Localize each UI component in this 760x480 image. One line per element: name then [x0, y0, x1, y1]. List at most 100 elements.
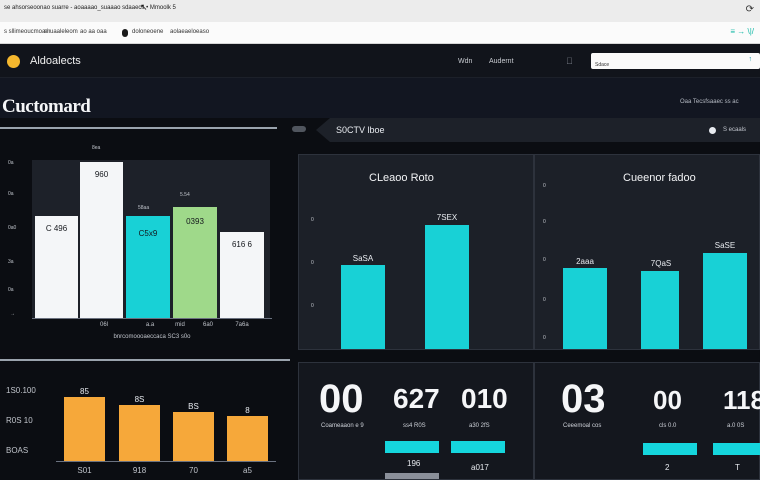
bar-3[interactable]: [126, 216, 170, 318]
panel-center: CLeaoo Roto 0 0 0 SaSA 7SEX: [298, 154, 534, 350]
bar-center-2[interactable]: [425, 225, 469, 349]
y-tick: 0: [311, 217, 314, 223]
bar-5-label: 616 6: [231, 240, 253, 249]
bookmark-4[interactable]: doloneoene: [132, 29, 164, 35]
kpi-pill: [385, 441, 439, 453]
panel-center-title: CLeaoo Roto: [369, 172, 434, 184]
extension-icons[interactable]: ≡ → \|/: [730, 27, 754, 36]
bar-orange-1[interactable]: [64, 397, 105, 461]
panel-left-bottom: 1S0.100 R0S 10 BOAS 85 8S BS 8 S01 918 7…: [0, 364, 290, 480]
y-tick-zero: →: [10, 311, 15, 317]
x-category: 70: [189, 466, 198, 475]
bookmark-5[interactable]: aolaeaeloeaso: [170, 29, 210, 35]
search-box[interactable]: ↑: [591, 53, 760, 73]
search-icon[interactable]: ↑: [748, 56, 753, 63]
bookmark-1[interactable]: s sllimeoucmoam: [4, 29, 51, 35]
x-category: a5: [243, 466, 252, 475]
apple-icon[interactable]: : [566, 56, 573, 66]
bar-orange-1-label: 85: [80, 387, 89, 396]
bar-2[interactable]: [80, 162, 123, 318]
bar-orange-4-label: 8: [245, 406, 250, 415]
filters-label[interactable]: Oaa Tecsfsaaec ss ac: [680, 99, 739, 105]
legend-label: S ecaals: [723, 127, 747, 133]
kpi-value: 03: [561, 377, 606, 421]
bar-1-label: C 496: [45, 224, 68, 233]
bookmarks-bar: s sllimeoucmoam si uaaleleom ao aa oaa d…: [0, 22, 760, 44]
brand-name[interactable]: Aldoalects: [30, 55, 81, 67]
y-tick: 0: [311, 260, 314, 266]
y-tick: 0a: [8, 287, 14, 293]
bar-1[interactable]: [35, 216, 78, 318]
bar-3-label: C5x9: [138, 229, 158, 238]
kpi-pill: [643, 443, 697, 455]
x-category: S01: [77, 466, 92, 475]
x-category: a.a: [145, 322, 155, 328]
bar-4[interactable]: [173, 207, 217, 318]
y-tick: 0: [543, 257, 546, 263]
brand-logo-icon[interactable]: [7, 55, 20, 68]
y-tick: 0a0: [8, 225, 17, 231]
x-category: 6a0: [202, 322, 213, 328]
kpi-value: 627: [393, 383, 440, 414]
x-category: 06l: [99, 322, 108, 328]
kpi-caption: cls 0.0: [659, 423, 677, 429]
kpi-pill-label: a017: [471, 463, 489, 472]
x-category: 7a6a: [235, 322, 249, 328]
chart-footer: bnrcomoooaeccaca SC3 s0o: [113, 334, 191, 340]
bar-right-3[interactable]: [703, 253, 747, 349]
bookmark-3[interactable]: ao aa oaa: [80, 29, 107, 35]
panel-right-top: Cueenor fadoo 0 0 0 0 0 2aaa 7QaS SaSE: [534, 154, 760, 350]
y-tick: 0: [543, 297, 546, 303]
browser-url-text[interactable]: se ahsorseoonao suarre - aoaaaao_suaaao …: [4, 5, 176, 11]
bar-right-3-label: SaSE: [714, 241, 736, 250]
reload-icon[interactable]: ⟳: [745, 4, 754, 15]
bar-center-1[interactable]: [341, 265, 385, 349]
kpi-value: 00: [653, 385, 682, 415]
title-band: [0, 78, 760, 118]
bookmark-favicon-icon: [122, 29, 128, 37]
bar-5[interactable]: [220, 232, 264, 318]
bookmark-2[interactable]: si uaaleleom: [44, 29, 78, 35]
bar-2-top-label: 8ea: [92, 145, 101, 151]
bar-right-1[interactable]: [563, 268, 607, 349]
title-underline: [0, 127, 277, 129]
bar-orange-3[interactable]: [173, 412, 214, 461]
x-category: 918: [132, 466, 147, 475]
page-title: Cuctomard: [2, 96, 91, 117]
mouse-cursor-icon: ↖: [140, 2, 148, 12]
kpi-value: 010: [461, 383, 508, 414]
bar-center-2-label: 7SEX: [436, 213, 458, 222]
tab-active-label: S0CTV lboe: [336, 125, 385, 135]
bar-right-2[interactable]: [641, 271, 679, 349]
nav-item-2[interactable]: Audernt: [489, 58, 514, 65]
bar-orange-4[interactable]: [227, 416, 268, 461]
y-tick: 0a: [8, 191, 14, 197]
bar-2-label: 960: [94, 170, 109, 179]
nav-item-1[interactable]: Wdn: [458, 58, 473, 65]
y-tick: 0: [311, 303, 314, 309]
kpi-pill: [713, 443, 760, 455]
browser-title-bar: se ahsorseoonao suarre - aoaaaao_suaaao …: [0, 0, 760, 22]
kpi-footer-bar: [385, 473, 439, 479]
kpi-value: 00: [319, 377, 364, 421]
x-category: mid: [175, 322, 185, 328]
kpi-pill-label: T: [735, 463, 740, 472]
search-input[interactable]: [591, 57, 741, 73]
kpi-pill: [451, 441, 505, 453]
panel-right-title: Cueenor fadoo: [623, 172, 696, 184]
panel-kpi-center: 00 Coameaaon e 9 627 ss4 R0S 010 a30 2fS…: [298, 362, 534, 480]
y-tick: BOAS: [6, 446, 29, 455]
kpi-value: 118: [723, 385, 760, 415]
bar-right-2-label: 7QaS: [650, 259, 672, 268]
tab-active[interactable]: S0CTV lboe: [316, 118, 760, 142]
bar-orange-2-label: 8S: [134, 395, 145, 404]
x-axis-line: [56, 461, 276, 462]
kpi-caption: a30 2fS: [469, 423, 490, 429]
y-tick: R0S 10: [6, 416, 33, 425]
kpi-caption: Ceeemoal cos: [563, 423, 602, 429]
y-tick: 0: [543, 335, 546, 341]
y-tick: 0: [543, 183, 546, 189]
tab-inactive-indicator[interactable]: [292, 126, 306, 132]
legend-toggle-icon[interactable]: [709, 127, 716, 134]
bar-orange-2[interactable]: [119, 405, 160, 461]
